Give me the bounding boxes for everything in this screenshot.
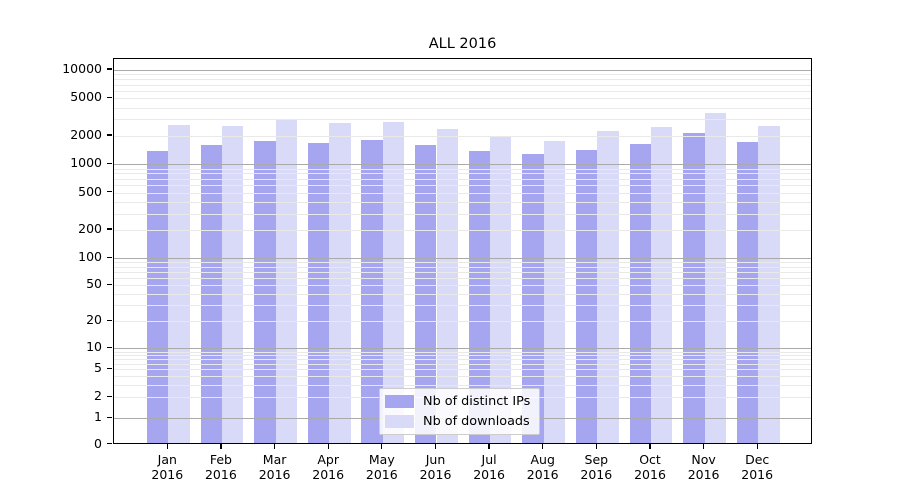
- y-tick-mark: [107, 228, 112, 230]
- bar-downloads: [597, 131, 619, 443]
- x-tick-label: Mar 2016: [258, 452, 291, 482]
- bar-distinct-ips: [629, 144, 651, 443]
- y-tick-mark: [107, 134, 112, 136]
- y-tick-label: 5: [94, 360, 102, 376]
- y-tick-mark: [107, 346, 112, 348]
- bar-distinct-ips: [254, 141, 276, 443]
- x-tick-label: Apr 2016: [312, 452, 345, 482]
- bar-distinct-ips: [522, 153, 544, 443]
- bar-downloads: [275, 120, 297, 443]
- x-tick-label: Aug 2016: [526, 452, 559, 482]
- y-tick-label: 1: [94, 409, 102, 425]
- y-tick-label: 100: [78, 249, 102, 265]
- y-tick-label: 500: [78, 183, 102, 199]
- x-tick-label: Sep 2016: [580, 452, 613, 482]
- y-tick-mark: [107, 68, 112, 70]
- bar-downloads: [168, 124, 190, 443]
- legend-swatch: [385, 415, 414, 428]
- bar-downloads: [704, 113, 726, 443]
- x-tick-mark: [381, 444, 383, 449]
- bar-distinct-ips: [575, 149, 598, 443]
- y-tick-mark: [107, 442, 112, 445]
- y-tick-mark: [107, 395, 112, 397]
- y-tick-label: 2: [94, 388, 102, 404]
- x-tick-mark: [649, 444, 651, 449]
- y-tick-label: 2000: [70, 126, 102, 142]
- bar-distinct-ips: [307, 143, 330, 443]
- x-tick-mark: [166, 444, 168, 449]
- y-tick-mark: [107, 162, 112, 164]
- y-tick-label: 1000: [70, 155, 102, 171]
- chart-title: ALL 2016: [428, 36, 497, 52]
- bar-downloads: [329, 122, 351, 443]
- y-tick-label: 10: [86, 339, 102, 355]
- bar-downloads: [758, 125, 780, 443]
- bars-layer: [114, 59, 811, 443]
- y-tick-label: 20: [86, 312, 102, 328]
- bar-distinct-ips: [415, 144, 437, 443]
- y-tick-label: 50: [86, 276, 102, 292]
- y-tick-mark: [107, 319, 112, 321]
- x-tick-label: Nov 2016: [687, 452, 720, 482]
- y-tick-mark: [107, 283, 112, 286]
- x-tick-label: Dec 2016: [741, 452, 774, 482]
- bar-distinct-ips: [361, 140, 383, 443]
- x-tick-mark: [595, 444, 597, 449]
- bar-distinct-ips: [200, 145, 222, 443]
- x-tick-mark: [488, 444, 490, 449]
- x-tick-label: Feb 2016: [204, 452, 237, 482]
- x-tick-label: May 2016: [365, 452, 398, 482]
- x-tick-mark: [220, 444, 222, 449]
- y-tick-label: 200: [78, 221, 102, 236]
- x-tick-label: Jan 2016: [151, 452, 184, 482]
- bar-distinct-ips: [736, 142, 759, 443]
- legend: Nb of distinct IPs Nb of downloads: [379, 388, 541, 435]
- bar-downloads: [651, 127, 673, 443]
- y-tick-mark: [107, 367, 112, 370]
- legend-label: Nb of distinct IPs: [423, 394, 531, 409]
- x-tick-mark: [702, 444, 705, 449]
- plot-area: [113, 58, 812, 444]
- y-tick-mark: [107, 190, 112, 193]
- x-tick-mark: [756, 444, 758, 449]
- x-tick-label: Oct 2016: [634, 452, 666, 482]
- y-tick-label: 0: [94, 435, 102, 451]
- y-tick-mark: [107, 256, 112, 258]
- y-tick-label: 10000: [62, 61, 102, 76]
- bar-downloads: [221, 125, 244, 443]
- legend-label: Nb of downloads: [423, 414, 530, 429]
- x-tick-label: Jun 2016: [419, 452, 452, 482]
- x-tick-label: Jul 2016: [473, 452, 505, 482]
- bar-downloads: [543, 141, 566, 443]
- x-tick-mark: [327, 444, 329, 449]
- y-tick-mark: [107, 96, 112, 99]
- legend-swatch: [385, 395, 414, 408]
- x-tick-mark: [434, 444, 437, 449]
- legend-item-distinct-ips: Nb of distinct IPs: [385, 394, 530, 409]
- y-tick-mark: [107, 416, 112, 418]
- bar-distinct-ips: [146, 150, 169, 443]
- y-tick-label: 5000: [70, 89, 102, 105]
- x-tick-mark: [273, 444, 276, 449]
- bar-distinct-ips: [683, 133, 705, 443]
- x-tick-mark: [542, 444, 544, 449]
- legend-item-downloads: Nb of downloads: [385, 414, 530, 429]
